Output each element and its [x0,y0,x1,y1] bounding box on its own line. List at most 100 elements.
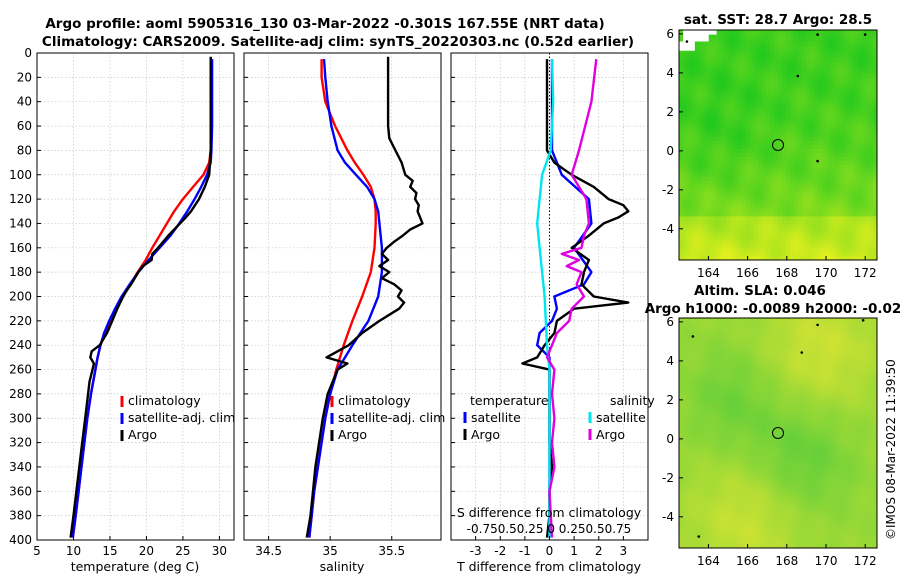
map-cell [837,101,842,106]
map-cell [853,30,858,35]
map-cell [770,329,775,335]
map-cell [682,401,688,406]
map-cell [702,184,708,190]
map-cell [766,200,771,205]
map-cell [706,85,712,90]
map-cell [833,204,838,209]
map-cell [698,212,704,217]
map-cell [801,329,807,335]
map-cell [710,77,716,82]
map-cell [682,228,688,233]
map-cell [841,105,846,110]
map-cell [845,224,850,229]
map-cell [738,365,743,370]
map-cell [738,252,743,257]
map-cell [873,196,878,201]
map-cell [857,448,862,454]
map-cell [857,208,862,213]
map-cell [754,53,759,59]
map-cell [679,452,684,458]
map-cell [710,405,716,410]
map-cell [793,357,799,363]
map-cell [758,436,763,442]
map-cell [873,172,878,178]
map-cell [829,152,834,158]
temperature-xlabel: temperature (deg C) [71,559,200,574]
map-cell [825,168,830,174]
map-cell [801,244,807,249]
map-cell [734,97,739,102]
map-cell [817,409,822,414]
map-cell [730,385,735,390]
map-cell [710,212,716,217]
map-cell [865,85,870,90]
map-cell [679,61,684,67]
map-cell [825,433,830,438]
map-cell [682,417,688,422]
map-cell [714,109,719,114]
map-cell [742,444,747,450]
map-cell [734,248,739,253]
map-cell [766,129,771,134]
map-cell [758,81,763,86]
map-cell [690,133,696,138]
map-cell [857,137,862,142]
map-cell [781,329,787,335]
map-cell [714,436,719,442]
map-cell [825,160,830,166]
map-cell [698,137,704,142]
map-cell [797,208,803,213]
map-cell [766,53,771,59]
map-cell [762,57,767,63]
map-cell [726,41,731,47]
map-cell [679,69,684,75]
map-cell [706,176,712,182]
map-cell [679,152,684,158]
map-cell [809,97,815,102]
map-cell [762,401,767,406]
map-cell [750,204,755,209]
map-cell [873,164,878,170]
map-cell [750,93,755,98]
map-cell [849,244,854,249]
map-cell [690,105,696,110]
map-cell [833,240,838,245]
map-cell [861,89,866,94]
map-cell [861,361,866,366]
map-cell [861,137,866,142]
map-cell [841,429,846,434]
map-cell [742,105,747,110]
map-cell [829,425,834,430]
map-cell [730,208,735,213]
map-cell [742,129,747,134]
map-cell [825,30,830,35]
map-cell [841,252,846,257]
map-cell [869,401,874,406]
map-cell [722,97,727,102]
map-cell [722,117,727,122]
map-cell [861,65,866,71]
map-cell [833,33,838,39]
map-cell [730,444,735,450]
map-cell [793,448,799,454]
map-cell [821,456,826,462]
map-cell [789,393,795,398]
map-cell [762,188,767,193]
map-cell [797,121,803,126]
map-cell [849,433,854,438]
map-cell [754,129,759,134]
map-cell [797,30,803,35]
map-cell [730,421,735,426]
map-cell [722,224,727,229]
map-cell [726,61,731,67]
map-cell [805,85,811,90]
map-cell [710,436,716,442]
map-cell [801,353,807,359]
map-cell [841,337,846,343]
map-cell [770,377,775,382]
map-cell [679,373,684,378]
map-cell [774,452,779,458]
map-cell [869,236,874,241]
map-cell [793,180,799,186]
map-cell [813,188,818,193]
